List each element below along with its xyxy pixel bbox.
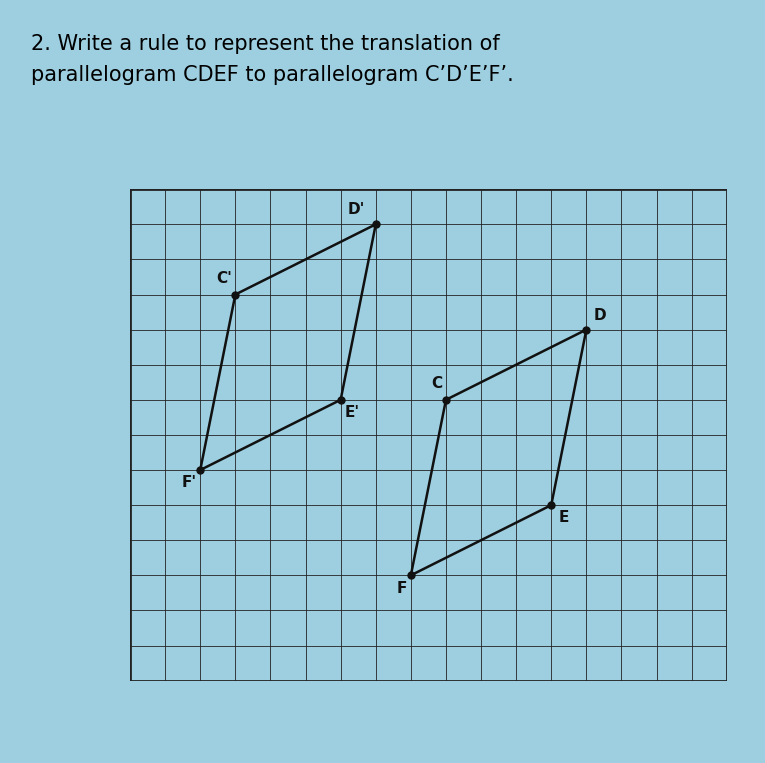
Text: 2. Write a rule to represent the translation of: 2. Write a rule to represent the transla… xyxy=(31,34,500,54)
Text: C: C xyxy=(431,376,442,391)
Text: parallelogram CDEF to parallelogram C’D’E’F’.: parallelogram CDEF to parallelogram C’D’… xyxy=(31,65,513,85)
Text: E: E xyxy=(558,510,568,526)
Text: C': C' xyxy=(216,271,232,285)
Text: D: D xyxy=(594,307,606,323)
Text: F': F' xyxy=(181,475,197,491)
Text: D': D' xyxy=(348,202,365,217)
Text: F: F xyxy=(397,581,407,596)
Text: E': E' xyxy=(344,405,360,420)
